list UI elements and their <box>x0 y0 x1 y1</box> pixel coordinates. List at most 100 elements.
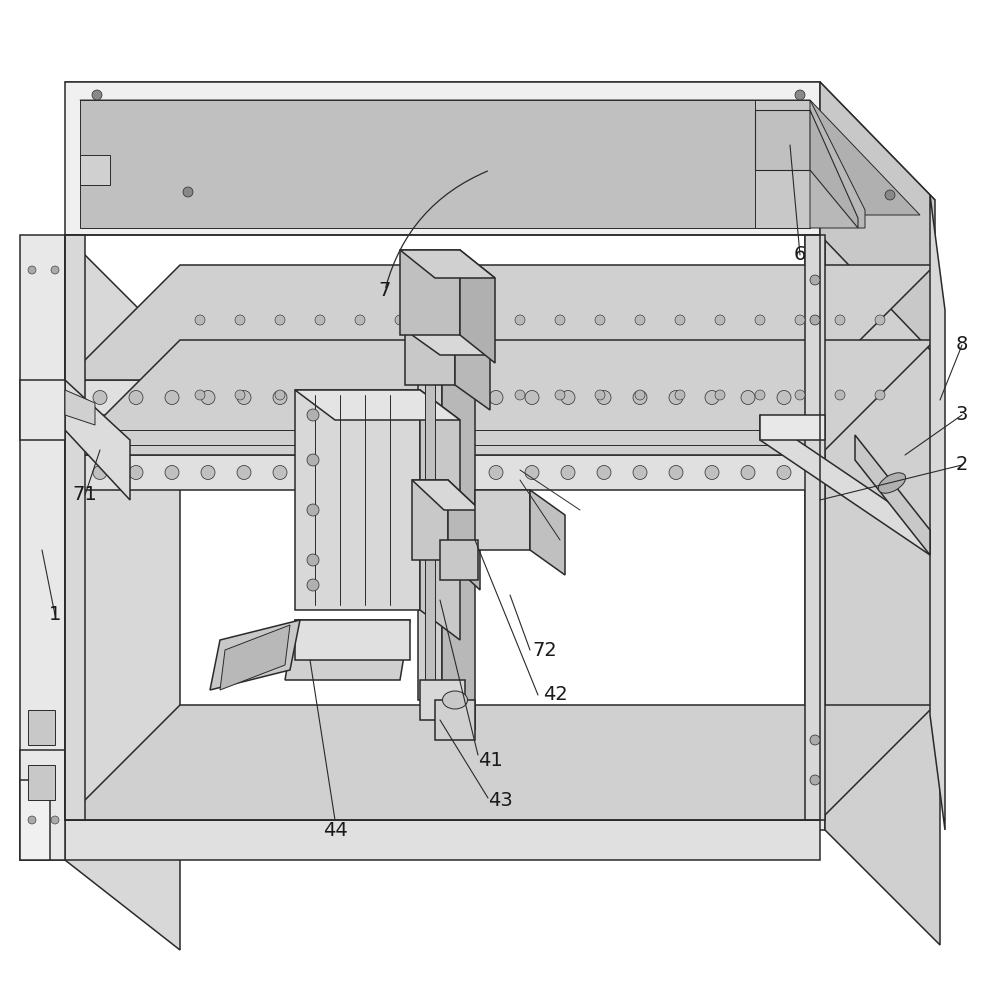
Polygon shape <box>418 255 475 285</box>
Circle shape <box>315 390 325 400</box>
Circle shape <box>28 266 36 274</box>
Polygon shape <box>820 82 935 355</box>
Circle shape <box>777 390 791 404</box>
Polygon shape <box>20 750 65 860</box>
Polygon shape <box>65 235 85 820</box>
Circle shape <box>381 390 395 404</box>
Polygon shape <box>295 390 460 420</box>
Circle shape <box>810 775 820 785</box>
Circle shape <box>475 315 485 325</box>
Polygon shape <box>20 380 65 440</box>
Polygon shape <box>448 480 480 590</box>
Circle shape <box>195 315 205 325</box>
Polygon shape <box>65 340 935 455</box>
Text: 1: 1 <box>49 605 61 624</box>
Circle shape <box>453 466 467 480</box>
Polygon shape <box>65 82 935 200</box>
Polygon shape <box>442 255 475 730</box>
Circle shape <box>795 390 805 400</box>
Circle shape <box>395 315 405 325</box>
Circle shape <box>307 409 319 421</box>
Circle shape <box>195 390 205 400</box>
Circle shape <box>201 390 215 404</box>
Circle shape <box>129 466 143 480</box>
Polygon shape <box>295 620 410 660</box>
Circle shape <box>633 466 647 480</box>
Circle shape <box>635 315 645 325</box>
Polygon shape <box>80 155 110 185</box>
Polygon shape <box>930 195 945 830</box>
Circle shape <box>705 466 719 480</box>
Circle shape <box>777 466 791 480</box>
Circle shape <box>273 390 287 404</box>
Polygon shape <box>755 100 810 228</box>
Text: 2: 2 <box>955 456 968 475</box>
Polygon shape <box>65 235 180 950</box>
Circle shape <box>93 390 107 404</box>
Polygon shape <box>28 765 55 800</box>
Circle shape <box>675 390 685 400</box>
Circle shape <box>355 390 365 400</box>
Circle shape <box>309 390 323 404</box>
Polygon shape <box>80 100 920 215</box>
Circle shape <box>273 466 287 480</box>
Circle shape <box>237 466 251 480</box>
Polygon shape <box>760 415 930 555</box>
Circle shape <box>635 390 645 400</box>
Polygon shape <box>440 540 478 580</box>
Circle shape <box>810 735 820 745</box>
Circle shape <box>28 816 36 824</box>
Ellipse shape <box>443 691 468 709</box>
Circle shape <box>475 390 485 400</box>
Circle shape <box>810 275 820 285</box>
Circle shape <box>453 390 467 404</box>
FancyArrowPatch shape <box>385 171 488 287</box>
Polygon shape <box>400 250 495 278</box>
Circle shape <box>489 466 503 480</box>
Circle shape <box>307 454 319 466</box>
Circle shape <box>555 315 565 325</box>
Circle shape <box>555 390 565 400</box>
Circle shape <box>201 466 215 480</box>
Circle shape <box>835 315 845 325</box>
Circle shape <box>165 390 179 404</box>
Polygon shape <box>65 820 820 860</box>
Text: 42: 42 <box>543 686 568 704</box>
Circle shape <box>381 466 395 480</box>
Circle shape <box>835 390 845 400</box>
Polygon shape <box>420 390 460 640</box>
Polygon shape <box>760 415 825 440</box>
Circle shape <box>595 315 605 325</box>
Circle shape <box>235 390 245 400</box>
Circle shape <box>525 466 539 480</box>
Circle shape <box>183 187 193 197</box>
Circle shape <box>597 390 611 404</box>
Polygon shape <box>755 110 810 170</box>
Circle shape <box>669 390 683 404</box>
Circle shape <box>345 390 359 404</box>
Polygon shape <box>530 490 565 575</box>
Circle shape <box>345 466 359 480</box>
Polygon shape <box>295 390 420 610</box>
Circle shape <box>129 390 143 404</box>
Polygon shape <box>420 680 465 720</box>
Circle shape <box>885 190 895 200</box>
Polygon shape <box>455 330 490 410</box>
Circle shape <box>597 466 611 480</box>
Circle shape <box>669 466 683 480</box>
Polygon shape <box>810 110 858 228</box>
Circle shape <box>237 390 251 404</box>
Circle shape <box>165 466 179 480</box>
Circle shape <box>810 315 820 325</box>
Polygon shape <box>805 235 825 820</box>
Polygon shape <box>460 250 495 363</box>
Text: 3: 3 <box>955 406 968 424</box>
Circle shape <box>515 390 525 400</box>
Polygon shape <box>405 330 455 385</box>
Circle shape <box>755 315 765 325</box>
Circle shape <box>275 390 285 400</box>
Polygon shape <box>400 250 460 335</box>
Ellipse shape <box>878 473 906 493</box>
Polygon shape <box>65 705 935 820</box>
Polygon shape <box>425 270 435 690</box>
